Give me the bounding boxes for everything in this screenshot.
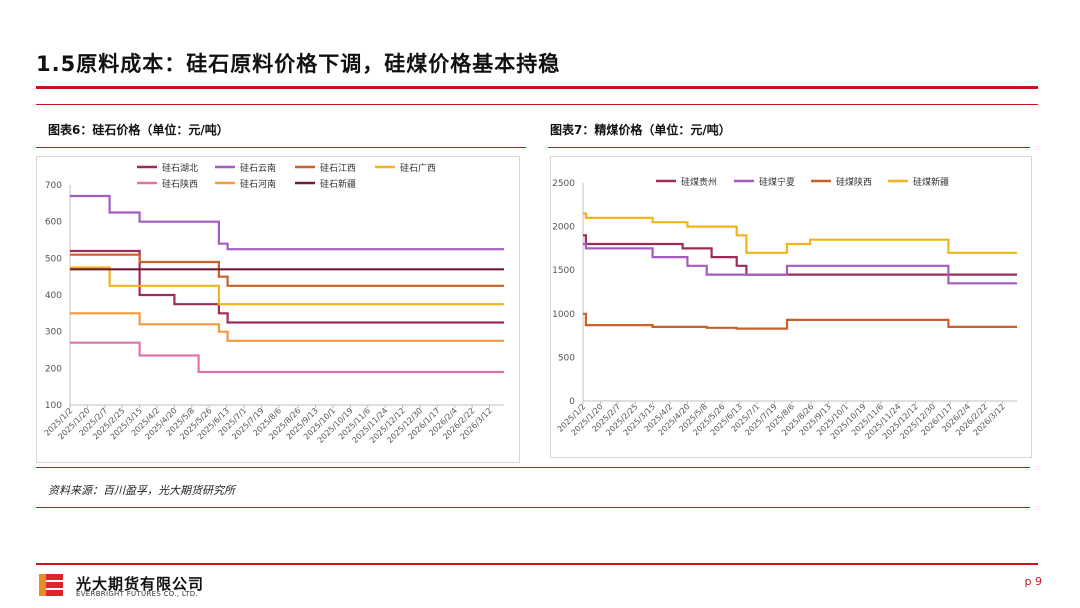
chart1-panel: 100 200 300 400 500 600 700 2025/1/2 2025/1/20 20… (36, 156, 520, 463)
chart2-series-line (583, 242, 1017, 285)
chart1-legend-label: 硅石江西 (320, 162, 356, 174)
company-name-en: EVERBRIGHT FUTURES CO., LTD. (76, 590, 198, 598)
chart2-y-tick-label: 2000 (552, 223, 575, 233)
chart1-y-tick-label: 100 (45, 401, 62, 411)
footer-divider (36, 563, 1038, 565)
chart2-series-line (583, 312, 1017, 330)
chart2-caption: 图表7：精煤价格（单位：元/吨） (550, 123, 731, 137)
chart2-y-tick-label: 0 (569, 397, 575, 407)
chart1-legend-label: 硅石陕西 (162, 178, 198, 190)
chart1-y-tick-label: 500 (45, 254, 62, 264)
silica-price-chart: 1002003004005006007002025/1/22025/1/2020… (43, 162, 504, 445)
chart1-legend-label: 硅石广西 (400, 162, 436, 174)
chart1-y-tick-label: 300 (45, 328, 62, 338)
chart1-legend-label: 硅石湖北 (162, 162, 198, 174)
chart2-legend-label: 硅煤陕西 (836, 176, 872, 188)
source-top-rule (36, 467, 1030, 468)
chart2-series-line (583, 212, 1017, 254)
chart1-series-line (70, 249, 504, 324)
chart2-y-tick-label: 2500 (552, 179, 575, 189)
source-note: 资料来源：百川盈孚，光大期货研究所 (48, 484, 235, 497)
company-logo-icon (36, 571, 66, 599)
chart1-caption-rule (36, 147, 526, 148)
chart2-caption-rule (548, 147, 1030, 148)
chart2-panel: 0 500 1000 1500 2000 2500 2025/1/2 2025/1/20 202… (550, 156, 1032, 458)
chart2-legend-label: 硅煤宁夏 (759, 176, 795, 188)
chart1-series-line (70, 266, 504, 306)
chart1-series-line (70, 312, 504, 342)
chart1-y-tick-label: 600 (45, 218, 62, 228)
chart1-series-line (70, 194, 504, 251)
chart2-y-tick-label: 1500 (552, 266, 575, 276)
chart1-y-tick-label: 400 (45, 291, 62, 301)
coal-price-chart: 050010001500200025002025/1/22025/1/20202… (552, 176, 1017, 441)
company-name-cn: 光大期货有限公司 (76, 575, 205, 593)
chart1-legend-label: 硅石河南 (240, 178, 276, 190)
page-number: p 9 (1024, 575, 1042, 588)
chart1-caption: 图表6：硅石价格（单位：元/吨） (48, 123, 229, 137)
chart2-y-tick-label: 500 (558, 353, 575, 363)
chart2-series-line (583, 234, 1017, 276)
chart2-y-tick-label: 1000 (552, 310, 575, 320)
page-title: 1.5原料成本：硅石原料价格下调，硅煤价格基本持稳 (36, 52, 561, 76)
chart2-legend-label: 硅煤贵州 (681, 176, 717, 188)
source-bottom-rule (36, 507, 1030, 508)
chart1-legend-label: 硅石新疆 (320, 178, 356, 190)
chart1-series-line (70, 341, 504, 374)
title-divider (36, 86, 1038, 89)
chart1-y-tick-label: 200 (45, 364, 62, 374)
chart2-legend-label: 硅煤新疆 (913, 176, 949, 188)
chart1-y-tick-label: 700 (45, 181, 62, 191)
chart1-legend-label: 硅石云南 (240, 162, 276, 174)
caption-top-rule (36, 104, 1038, 105)
